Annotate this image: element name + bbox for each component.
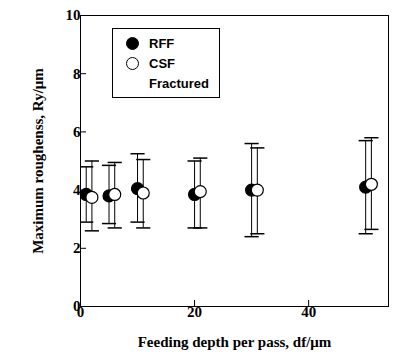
svg-text:4: 4 [73,182,81,198]
svg-text:40: 40 [301,304,317,321]
html-text:Fractured: Fractured [149,75,209,91]
svg-text:20: 20 [187,304,203,321]
html-text:RFF: RFF [149,35,175,51]
svg-text:8: 8 [73,66,81,82]
svg-text:Feeding depth per pass, df/μm: Feeding depth per pass, df/μm [138,334,332,350]
svg-text:Maximum roughenss, Ry/μm: Maximum roughenss, Ry/μm [30,68,46,254]
svg-text:6: 6 [73,124,81,140]
html-text:CSF: CSF [149,55,175,71]
svg-text:2: 2 [73,240,81,256]
svg-text:10: 10 [66,7,81,23]
